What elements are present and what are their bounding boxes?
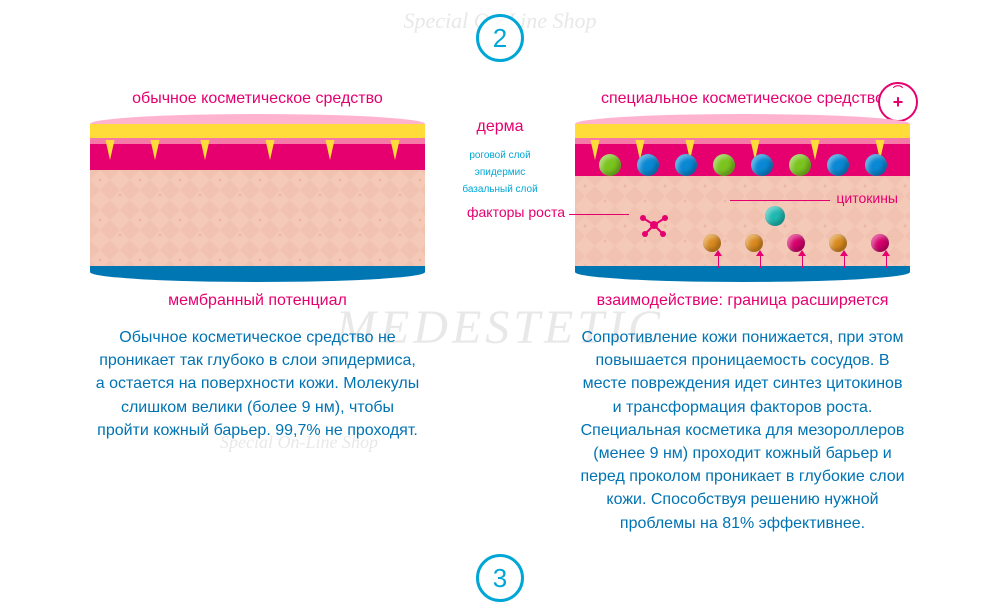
spike	[590, 140, 600, 160]
molecule-ball	[713, 154, 735, 176]
spike	[390, 140, 400, 160]
layer-dermis	[90, 170, 425, 270]
molecule-ball	[675, 154, 697, 176]
molecule-ball	[637, 154, 659, 176]
step-number: 3	[493, 563, 507, 594]
arrow-stem	[886, 254, 887, 268]
connector-growth	[569, 214, 629, 215]
skin-diagram-left	[90, 114, 425, 284]
arrow-stem	[760, 254, 761, 268]
panel-title-right: специальное косметическое средство	[575, 90, 910, 108]
label-cytokines: цитокины	[836, 190, 898, 206]
spike	[810, 140, 820, 160]
arrow-head-icon	[756, 250, 764, 256]
molecule-ball	[827, 154, 849, 176]
growth-factor-icon	[639, 210, 669, 240]
molecule-ball	[751, 154, 773, 176]
comparison-panels: обычное косметическое средство мембранны…	[0, 90, 1000, 535]
arrow-stem	[844, 254, 845, 268]
layer-base	[575, 266, 910, 282]
arrow-stem	[802, 254, 803, 268]
arrow-head-icon	[798, 250, 806, 256]
arrow-head-icon	[714, 250, 722, 256]
caption-right: взаимодействие: граница расширяется	[575, 292, 910, 310]
step-number: 2	[493, 23, 507, 54]
desc-right: Сопротивление кожи понижается, при этом …	[575, 326, 910, 535]
arrow-head-icon	[882, 250, 890, 256]
panel-title-left: обычное косметическое средство	[90, 90, 425, 108]
spike	[265, 140, 275, 160]
layer-base	[90, 266, 425, 282]
label-growth-factors: факторы роста	[467, 204, 565, 220]
yellow-spikes-left	[90, 140, 425, 164]
arrow-head-icon	[840, 250, 848, 256]
spike	[150, 140, 160, 160]
molecule-ball	[789, 154, 811, 176]
yellow-spikes-right	[575, 140, 910, 164]
molecule-ball	[865, 154, 887, 176]
spike	[105, 140, 115, 160]
step-badge-top: 2	[476, 14, 524, 62]
panel-special: специальное косметическое средство + ⌒ ф…	[575, 90, 910, 535]
panel-regular: обычное косметическое средство мембранны…	[90, 90, 425, 535]
umbrella-icon: ⌒	[893, 82, 903, 97]
arrow-stem	[718, 254, 719, 268]
spike	[200, 140, 210, 160]
cytokine-ball	[765, 206, 785, 226]
desc-left: Обычное косметическое средство не проник…	[90, 326, 425, 442]
connector-cytokines	[730, 200, 830, 201]
molecule-ball	[599, 154, 621, 176]
spike	[325, 140, 335, 160]
step-badge-bottom: 3	[476, 554, 524, 602]
caption-left: мембранный потенциал	[90, 292, 425, 310]
